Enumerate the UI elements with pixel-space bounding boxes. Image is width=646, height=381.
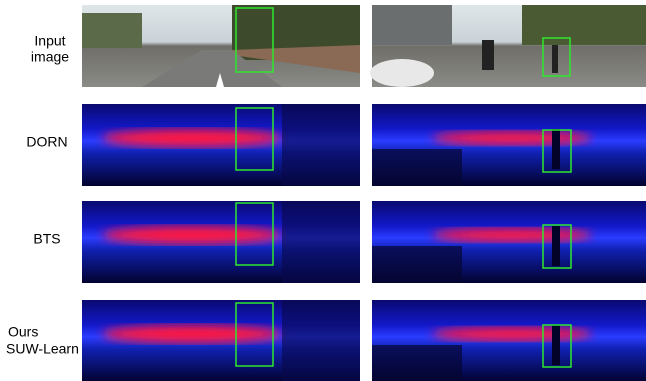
input-image-left bbox=[82, 5, 360, 87]
row-label: image bbox=[31, 49, 69, 65]
depth-map bbox=[82, 300, 360, 381]
figure: Input image DORN BTS Ours SUW-Learn bbox=[0, 0, 646, 381]
depth-map bbox=[82, 201, 360, 283]
depth-map bbox=[372, 201, 646, 283]
row-label: Input bbox=[34, 33, 65, 49]
row-label: Ours bbox=[8, 324, 38, 340]
row-label: BTS bbox=[33, 231, 60, 247]
input-image-right bbox=[370, 5, 646, 87]
row-labels: Input image DORN BTS Ours SUW-Learn bbox=[6, 33, 79, 357]
depth-map bbox=[372, 300, 646, 381]
depth-map bbox=[82, 104, 360, 186]
row-label: DORN bbox=[26, 134, 67, 150]
row-label: SUW-Learn bbox=[6, 341, 79, 357]
depth-map bbox=[372, 104, 646, 186]
